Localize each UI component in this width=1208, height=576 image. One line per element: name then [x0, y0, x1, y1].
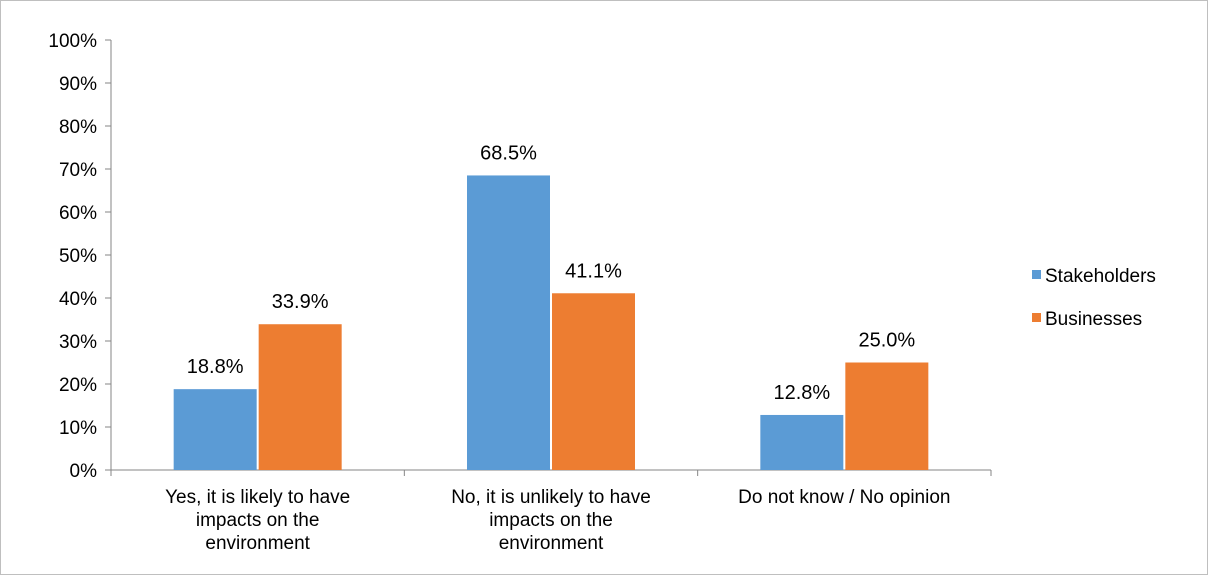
data-label: 18.8%	[187, 356, 244, 378]
y-tick-label: 100%	[48, 31, 97, 52]
y-tick-label: 60%	[59, 203, 97, 224]
data-label: 12.8%	[773, 382, 830, 404]
y-tick-labels: 0% 10% 20% 30% 40% 50% 60% 70% 80% 90% 100%	[48, 31, 97, 482]
bar-stakeholders	[467, 175, 550, 470]
bar-stakeholders	[760, 414, 844, 470]
legend-swatch-businesses	[1032, 313, 1041, 322]
y-tick-label: 30%	[59, 332, 97, 353]
category-labels: Yes, it is likely to have impacts on the e…	[165, 487, 950, 554]
legend-label-stakeholders: Stakeholders	[1045, 266, 1156, 287]
data-label: 68.5%	[480, 142, 537, 164]
y-tick-label: 20%	[59, 375, 97, 396]
data-label: 41.1%	[565, 260, 622, 282]
y-tick-label: 0%	[70, 461, 98, 482]
y-tick-label: 10%	[59, 418, 97, 439]
x-category-label: Yes, it is likely to have impacts on the e…	[165, 487, 350, 554]
bar-businesses	[552, 293, 635, 470]
bars	[173, 175, 929, 470]
data-labels: 18.8% 68.5% 12.8% 33.9% 41.1% 25.0%	[187, 142, 916, 404]
x-category-label: Do not know / No opinion	[738, 487, 950, 508]
bar-stakeholders	[173, 389, 257, 470]
y-tick-label: 50%	[59, 246, 97, 267]
x-category-label: No, it is unlikely to have impacts on the…	[451, 487, 651, 554]
y-tick-label: 80%	[59, 117, 97, 138]
legend-label-businesses: Businesses	[1045, 309, 1142, 330]
y-tick-label: 90%	[59, 74, 97, 95]
y-tick-label: 40%	[59, 289, 97, 310]
bar-businesses	[258, 324, 342, 470]
data-label: 33.9%	[272, 291, 329, 313]
data-label: 25.0%	[858, 330, 915, 352]
bar-businesses	[845, 362, 929, 470]
legend: Stakeholders Businesses	[1032, 266, 1156, 330]
y-tick-label: 70%	[59, 160, 97, 181]
axes	[105, 39, 992, 476]
legend-swatch-stakeholders	[1032, 270, 1041, 279]
